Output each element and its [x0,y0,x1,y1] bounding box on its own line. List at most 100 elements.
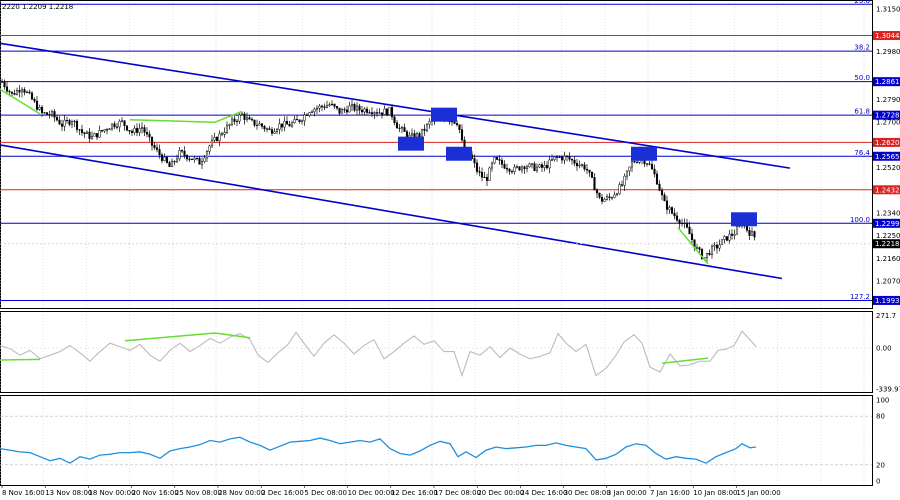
candle-body [278,123,281,130]
time-tick-label: 30 Dec 08:00 [564,489,611,497]
price-tick-label: 1.2700 [876,119,900,127]
candle-body [50,111,54,116]
divergence-line [661,357,709,364]
candle-body [720,239,724,246]
candle-body [678,219,681,224]
candle-body [125,125,129,131]
candle-body [335,106,339,109]
time-tick-label: 17 Dec 08:00 [434,489,481,497]
candle-body [303,114,306,122]
candle-body [595,189,599,194]
price-tick-label: 1.2160 [876,255,900,263]
candle-body [618,184,621,195]
candle-body [78,129,81,131]
price-tag-box [873,137,900,147]
candle-body [43,112,46,114]
candle-body [323,106,326,108]
candle-body [360,109,364,113]
price-tag-label: 1.2565 [875,153,900,161]
candle-body [345,109,349,113]
candle-body [15,90,19,95]
candle-body [155,147,159,150]
candle-body [58,119,61,125]
candle-body [380,112,384,115]
signal-marker [446,146,472,161]
candle-body [735,226,739,235]
candle-body [418,133,421,137]
candle-body [80,129,84,133]
candle-body [330,103,334,105]
candle-body [108,128,111,131]
candle-body [128,129,131,132]
candle-body [238,114,241,122]
candle-body [30,92,34,100]
candle-body [88,131,91,139]
candle-body [383,108,386,115]
candle-body [650,164,654,170]
candle-body [510,171,514,173]
fib-level-label: 127.2 [850,293,870,301]
time-tick-label: 10 Jan 08:00 [693,489,737,497]
candle-body [698,247,701,250]
candle-body [188,158,191,160]
candle-body [673,213,676,217]
candle-body [178,150,181,160]
time-tick-label: 10 Dec 00:00 [348,489,395,497]
fib-level-label: 100.0 [850,216,870,224]
candle-body [250,118,254,121]
candle-body [623,175,626,186]
candle-body [308,112,311,116]
candle-body [730,233,734,236]
candle-body [515,166,519,168]
candle-body [85,131,89,135]
signal-marker [731,212,757,227]
candle-body [3,81,6,88]
candle-body [683,222,686,224]
candle-body [503,164,506,169]
candle-body [20,89,24,93]
candle-body [405,131,409,138]
candle-body [570,159,574,161]
candle-body [355,105,359,111]
candle-body [28,91,31,94]
candle-body [530,163,534,165]
candle-body [18,90,21,93]
candle-body [528,163,531,168]
candle-body [135,127,139,133]
candle-body [140,127,144,129]
time-tick-label: 28 Nov 00:00 [218,489,265,497]
candle-body [540,164,544,168]
signal-marker [398,136,424,151]
candle-body [653,168,656,175]
time-tick-label: 24 Dec 16:00 [520,489,567,497]
candle-body [265,128,269,130]
candle-body [175,158,179,162]
candle-body [390,107,394,118]
candle-body [635,161,639,163]
candle-body [663,194,666,202]
candle-body [23,89,26,93]
candle-body [723,236,726,240]
candle-body [298,119,301,123]
candle-body [338,107,341,114]
candle-body [158,149,161,156]
candle-body [293,119,296,124]
candle-body [688,226,691,235]
fib-level-label: 38.2 [854,44,870,52]
candle-body [35,100,39,110]
candle-body [103,129,106,132]
candle-body [658,183,661,191]
candle-body [288,124,291,127]
signal-marker [631,146,657,161]
candle-body [668,207,671,210]
candle-body [280,123,284,128]
candle-body [60,123,64,127]
candle-body [523,166,526,169]
cci-pane [0,311,873,393]
candle-body [598,192,601,198]
fib-level-label: 61.8 [854,108,870,116]
candle-body [395,122,399,129]
candle-body [585,168,589,171]
candle-body [275,129,279,132]
